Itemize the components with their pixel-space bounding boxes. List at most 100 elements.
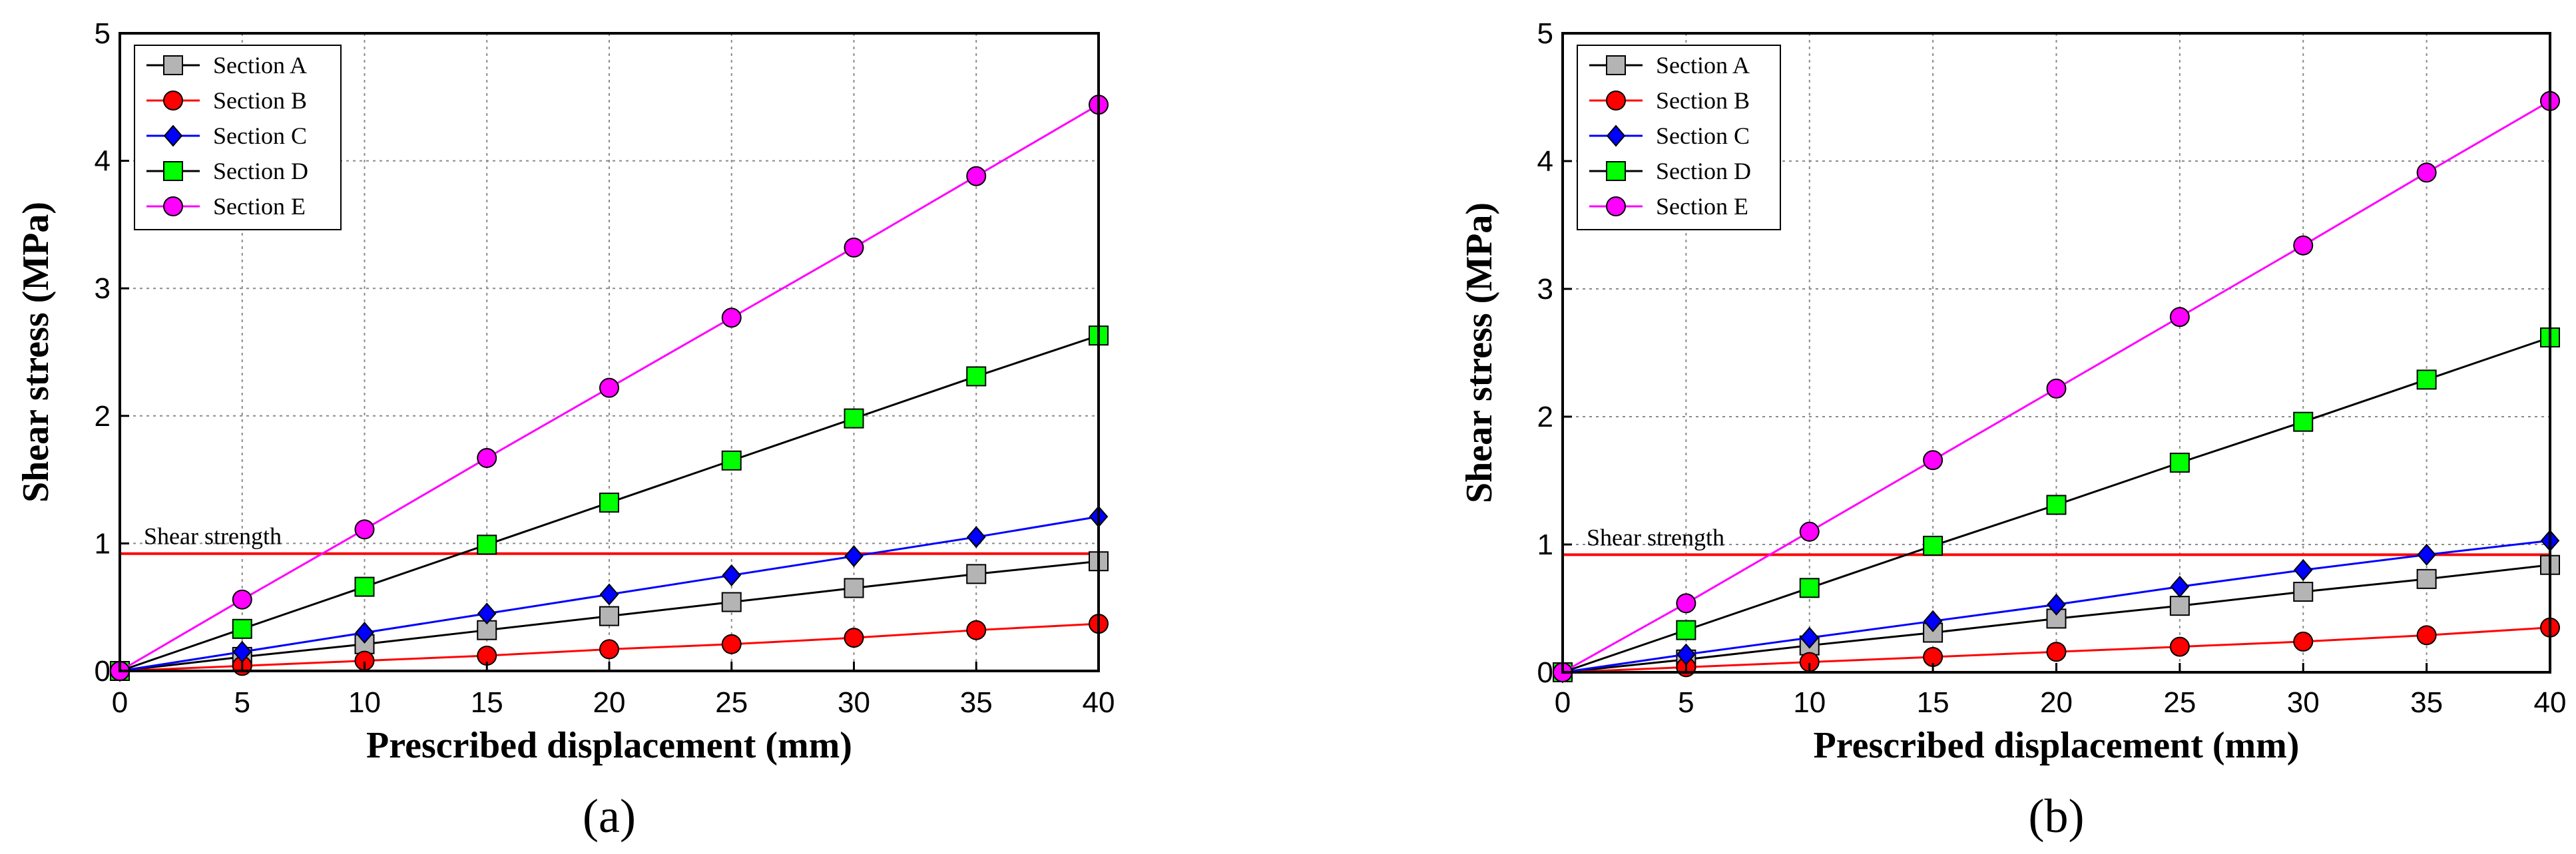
data-point — [2416, 369, 2437, 390]
legend-label: Section A — [1656, 52, 1750, 79]
x-tick-label: 20 — [593, 686, 626, 719]
data-point — [1800, 626, 1820, 649]
x-tick-label: 40 — [1083, 686, 1115, 719]
data-point — [1676, 620, 1696, 640]
legend-marker — [163, 161, 183, 181]
data-point — [2416, 162, 2437, 183]
legend-label: Section D — [1656, 158, 1751, 184]
x-tick-label: 35 — [960, 686, 993, 719]
data-point — [1923, 450, 1943, 471]
x-tick-label: 30 — [838, 686, 870, 719]
data-point — [1799, 578, 1820, 598]
data-point — [2169, 307, 2190, 327]
x-tick-label: 30 — [2287, 686, 2320, 719]
data-point — [599, 606, 619, 626]
data-point — [966, 564, 987, 584]
legend-marker — [163, 91, 183, 110]
data-point — [477, 448, 497, 469]
shear-strength-label: Shear strength — [144, 523, 282, 550]
data-point — [599, 583, 619, 606]
legend-label: Section C — [1656, 122, 1750, 149]
y-tick-label: 2 — [95, 400, 111, 433]
x-tick-label: 0 — [112, 686, 128, 719]
data-point — [2293, 631, 2314, 652]
y-tick-label: 1 — [1537, 529, 1553, 561]
data-point — [354, 519, 375, 540]
x-axis-label: Prescribed displacement (mm) — [1814, 725, 2300, 766]
legend-marker — [1606, 161, 1626, 181]
data-point — [844, 408, 864, 429]
data-point — [844, 578, 864, 598]
legend-marker — [163, 196, 183, 216]
y-tick-label: 0 — [1537, 656, 1553, 689]
x-tick-label: 10 — [1793, 686, 1826, 719]
x-tick-label: 35 — [2410, 686, 2443, 719]
legend-marker — [1606, 55, 1626, 75]
y-axis-label: Shear stress (MPa) — [1459, 202, 1500, 503]
panel-label: (a) — [583, 789, 636, 843]
y-tick-label: 2 — [1537, 401, 1553, 433]
y-tick-label: 1 — [95, 527, 111, 560]
data-point — [477, 602, 497, 625]
legend-label: Section B — [1656, 87, 1750, 114]
data-point — [2416, 625, 2437, 646]
y-tick-label: 3 — [95, 272, 111, 305]
x-axis-label: Prescribed displacement (mm) — [366, 725, 852, 766]
data-point — [2293, 235, 2314, 256]
data-point — [844, 628, 864, 648]
y-tick-label: 0 — [95, 655, 111, 688]
data-point — [721, 450, 742, 471]
series-section-e — [110, 95, 1109, 681]
data-point — [2293, 411, 2314, 432]
panel-label: (b) — [2029, 789, 2085, 843]
legend-marker — [163, 124, 183, 147]
series-section-b — [110, 614, 1109, 681]
legend: Section A Section B Section C Section D Sect… — [1577, 45, 1781, 230]
series-section-e — [1553, 91, 2560, 682]
data-point — [721, 308, 742, 328]
data-point — [2416, 568, 2437, 589]
data-point — [844, 545, 864, 568]
data-point — [722, 564, 742, 586]
legend-marker — [163, 55, 183, 75]
legend-label: Section B — [213, 87, 307, 114]
data-point — [2046, 642, 2067, 662]
legend-marker — [1606, 124, 1626, 147]
data-point — [2047, 593, 2066, 616]
data-point — [966, 526, 986, 548]
data-point — [2046, 378, 2067, 399]
data-point — [232, 589, 252, 610]
data-point — [966, 620, 987, 640]
data-point — [1799, 521, 1820, 542]
y-axis-label: Shear stress (MPa) — [15, 202, 57, 503]
y-tick-label: 5 — [1537, 17, 1553, 50]
data-point — [2046, 495, 2067, 515]
data-point — [721, 634, 742, 654]
y-tick-label: 4 — [95, 145, 111, 178]
legend: Section A Section B Section C Section D Sect… — [134, 45, 342, 230]
data-point — [355, 621, 374, 644]
data-point — [721, 592, 742, 612]
legend-marker — [1606, 196, 1626, 216]
legend-marker — [1606, 91, 1626, 110]
data-point — [232, 618, 252, 639]
data-point — [599, 639, 619, 660]
chart-panel-b: Shear strength 0 5 10 15 20 25 30 35 40 0 1 2 3 4 5 Pres… — [1459, 17, 2566, 843]
x-tick-label: 10 — [348, 686, 381, 719]
legend-label: Section C — [213, 122, 307, 149]
x-tick-label: 40 — [2534, 686, 2567, 719]
chart-panel-a: Shear strength 0 5 10 15 20 25 30 35 40 0 1 2 3 4 5 Pres… — [15, 17, 1115, 843]
data-point — [2170, 575, 2190, 598]
data-point — [599, 377, 619, 398]
series-section-d — [1553, 327, 2560, 682]
x-tick-label: 5 — [234, 686, 250, 719]
x-tick-label: 5 — [1678, 686, 1694, 719]
data-point — [2169, 636, 2190, 657]
x-tick-label: 25 — [715, 686, 748, 719]
data-point — [966, 166, 987, 186]
data-point — [354, 576, 375, 597]
y-tick-label: 4 — [1537, 145, 1553, 178]
x-tick-label: 25 — [2163, 686, 2196, 719]
data-point — [2169, 596, 2190, 616]
